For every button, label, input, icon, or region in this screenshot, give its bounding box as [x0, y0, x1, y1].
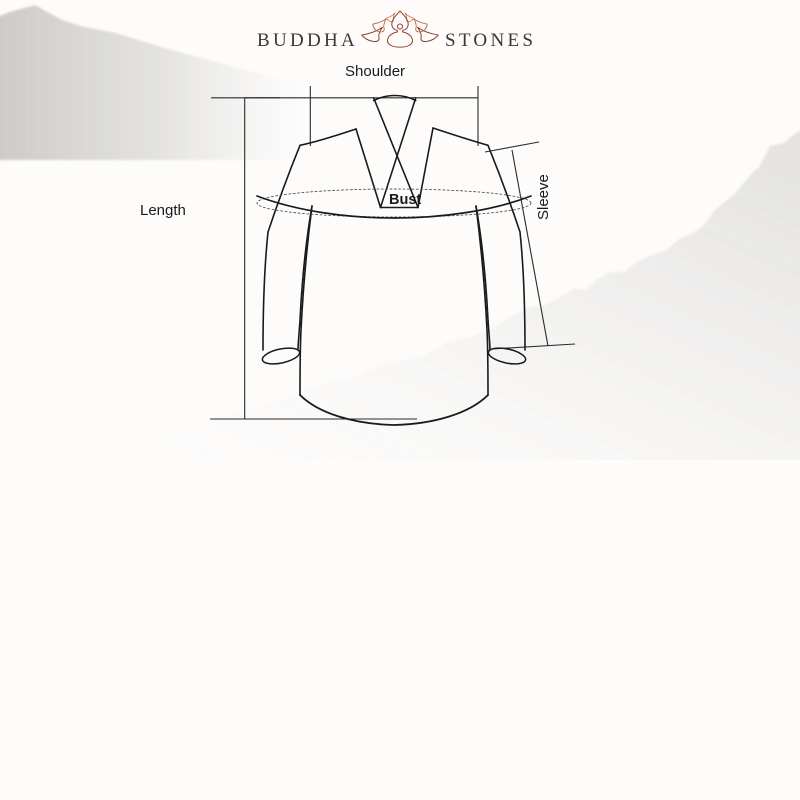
svg-text:Bust: Bust — [389, 192, 421, 208]
svg-text:Sleeve: Sleeve — [535, 174, 552, 220]
svg-text:Length: Length — [140, 202, 186, 219]
svg-text:Shoulder: Shoulder — [345, 63, 405, 80]
